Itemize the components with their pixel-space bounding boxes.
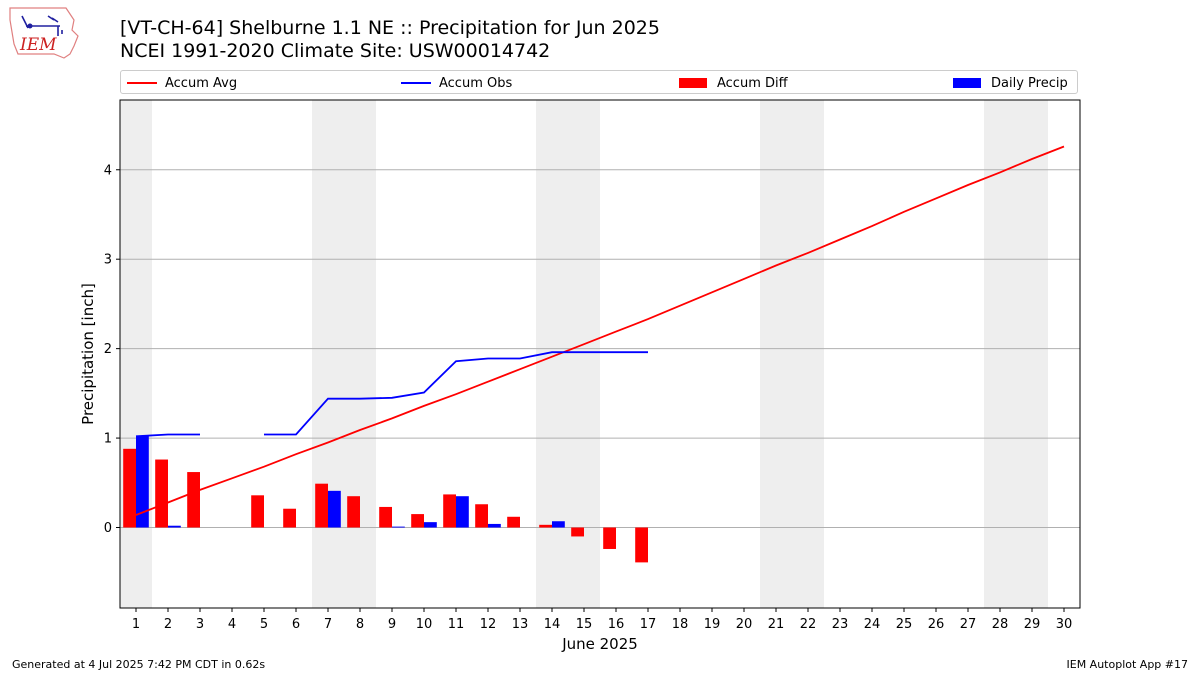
xtick-label-13: 13 [512,617,529,632]
accum-diff-bar-day-5 [251,495,264,528]
xtick-label-10: 10 [416,617,433,632]
legend-entry-accum-diff: Accum Diff [679,74,788,92]
legend-entry-accum-obs: Accum Obs [401,74,512,92]
ytick-label-4: 4 [104,163,112,178]
weekend-band-1 [120,100,152,608]
accum-diff-bar-day-2 [155,459,168,528]
legend-swatch-accum-obs [401,82,431,84]
xtick-label-1: 1 [132,617,140,632]
accum-diff-bar-day-3 [187,472,200,528]
legend-swatch-accum-diff [679,78,707,88]
ytick-label-1: 1 [104,432,112,447]
accum-diff-bar-day-6 [283,508,296,528]
xtick-label-25: 25 [896,617,913,632]
weekend-band-5 [984,100,1048,608]
daily-precip-bar-day-12 [488,523,501,528]
xtick-label-20: 20 [736,617,753,632]
daily-precip-bar-day-11 [456,496,469,528]
xtick-label-28: 28 [992,617,1009,632]
accum-diff-bar-day-13 [507,516,520,528]
accum-diff-bar-day-8 [347,496,360,528]
legend-swatch-accum-avg [127,82,157,84]
footer-generated: Generated at 4 Jul 2025 7:42 PM CDT in 0… [12,658,266,671]
iem-logo: IEM [9,7,79,59]
accum-diff-bar-day-15 [571,527,584,537]
footer-app: IEM Autoplot App #17 [1066,658,1189,671]
accum-avg-line [135,145,1065,516]
xtick-label-14: 14 [544,617,561,632]
accum-obs-line [135,351,648,438]
xtick-label-7: 7 [324,617,332,632]
legend: Accum Avg Accum Obs Accum Diff Daily Pre… [120,70,1078,94]
xtick-label-15: 15 [576,617,593,632]
xtick-label-22: 22 [800,617,817,632]
plot-frame [119,99,1081,609]
chart-title: [VT-CH-64] Shelburne 1.1 NE :: Precipita… [120,17,660,39]
weekend-band-4 [760,100,824,608]
daily-precip-bar-day-9 [392,526,405,528]
xtick-label-8: 8 [356,617,364,632]
ytick-label-2: 2 [104,342,112,357]
legend-entry-accum-avg: Accum Avg [127,74,237,92]
xtick-label-11: 11 [448,617,465,632]
ytick-label-3: 3 [104,253,112,268]
ytick-label-0: 0 [104,521,112,536]
daily-precip-bar-day-1 [136,436,149,528]
xtick-label-27: 27 [960,617,977,632]
xtick-label-16: 16 [608,617,625,632]
accum-diff-bar-day-12 [475,504,488,528]
xtick-label-19: 19 [704,617,721,632]
xtick-label-18: 18 [672,617,689,632]
xtick-label-24: 24 [864,617,881,632]
legend-swatch-daily-precip [953,78,981,88]
xtick-label-17: 17 [640,617,657,632]
xtick-label-3: 3 [196,617,204,632]
weekend-band-2 [312,100,376,608]
xtick-label-30: 30 [1056,617,1073,632]
x-axis-label: June 2025 [561,635,638,653]
accum-diff-bar-day-7 [315,483,328,528]
accum-diff-bar-day-11 [443,494,456,528]
weather-station-icon [21,15,63,36]
iowa-outline-icon [9,7,79,59]
accum-diff-bar-day-14 [539,524,552,528]
xtick-label-5: 5 [260,617,268,632]
xtick-label-12: 12 [480,617,497,632]
xtick-label-2: 2 [164,617,172,632]
accum-diff-bar-day-10 [411,514,424,528]
y-axis-label: Precipitation [inch] [79,283,97,425]
xtick-label-9: 9 [388,617,396,632]
accum-diff-bar-day-16 [603,527,616,549]
accum-diff-bar-day-1 [123,448,136,528]
legend-label-accum-avg: Accum Avg [165,75,238,91]
logo-text: IEM [19,35,57,55]
xtick-label-26: 26 [928,617,945,632]
daily-precip-bar-day-14 [552,521,565,528]
legend-label-daily-precip: Daily Precip [991,75,1068,91]
daily-precip-bar-day-7 [328,490,341,528]
accum-diff-bar-day-17 [635,527,648,563]
xtick-label-6: 6 [292,617,300,632]
xtick-label-23: 23 [832,617,849,632]
legend-label-accum-diff: Accum Diff [717,75,788,91]
accum-diff-bar-day-9 [379,506,392,528]
xtick-label-4: 4 [228,617,236,632]
chart-subtitle: NCEI 1991-2020 Climate Site: USW00014742 [120,40,551,62]
xtick-label-21: 21 [768,617,785,632]
legend-label-accum-obs: Accum Obs [439,75,513,91]
daily-precip-bar-day-2 [168,525,181,528]
xtick-label-29: 29 [1024,617,1041,632]
legend-entry-daily-precip: Daily Precip [953,74,1068,92]
daily-precip-bar-day-10 [424,522,437,528]
